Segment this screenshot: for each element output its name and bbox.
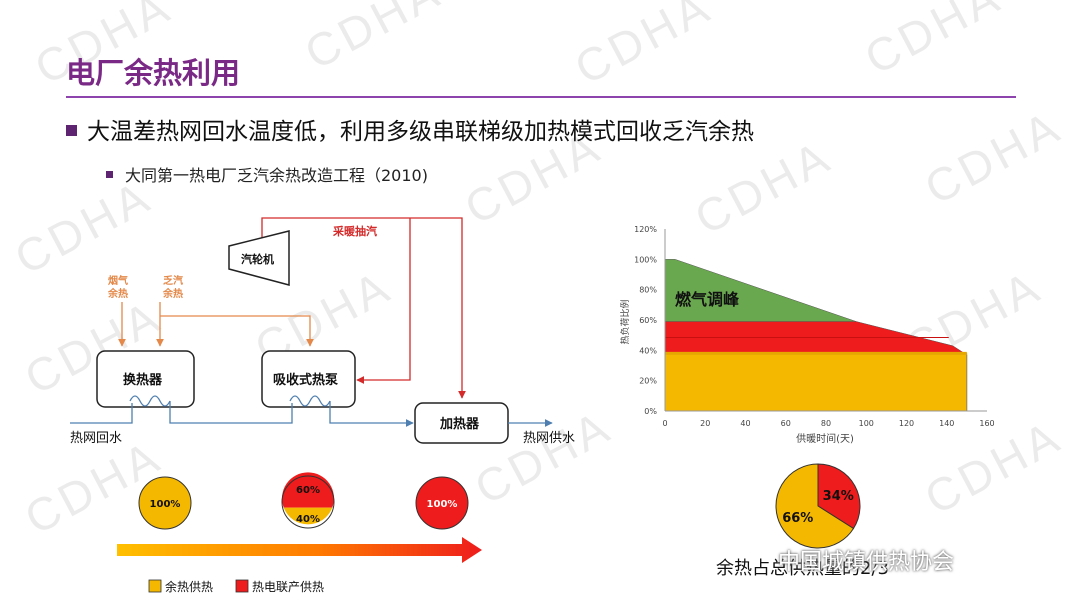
return-water-label: 热网回水	[70, 431, 122, 446]
pie-slice-label: 34%	[823, 489, 854, 504]
flue-gas-label-2: 余热	[107, 287, 128, 300]
area-waste-heat	[664, 353, 968, 412]
circle-waste-100	[138, 476, 192, 530]
x-tick-label: 140	[939, 419, 954, 428]
x-tick-label: 60	[781, 419, 791, 428]
exhaust-steam-label-1: 乏汽	[163, 274, 183, 287]
bullet-sub: 大同第一热电厂乏汽余热改造工程（2010)	[106, 162, 428, 186]
x-axis-label: 供暖时间(天)	[796, 432, 854, 445]
exhaust-steam-label-2: 余热	[162, 287, 183, 300]
gradient-arrow	[117, 537, 482, 563]
legend-waste-label: 余热供热	[165, 579, 213, 594]
exchanger-box	[96, 350, 195, 408]
water-line	[70, 395, 553, 427]
waste-heat-lines	[118, 302, 314, 347]
flue-gas-label-1: 烟气	[108, 274, 128, 287]
pie-slice	[775, 463, 855, 549]
x-tick-label: 80	[821, 419, 831, 428]
y-tick-label: 40%	[639, 346, 657, 355]
extraction-label: 采暖抽汽	[332, 224, 377, 238]
y-axis-label: 热负荷比例	[619, 299, 631, 344]
supply-water-label: 热网供水	[523, 431, 575, 446]
exchanger-label: 换热器	[123, 372, 163, 388]
legend-swatch-waste	[148, 579, 162, 593]
circle2-bottom-label: 40%	[296, 514, 320, 525]
turbine-shape	[228, 230, 290, 286]
bullet-square-icon	[106, 171, 113, 178]
chart-caption: 余热占总供热量的2/3	[716, 558, 889, 579]
legend-chp-label: 热电联产供热	[252, 580, 324, 594]
bullet-sub-text: 大同第一热电厂乏汽余热改造工程（2010)	[125, 166, 428, 185]
y-tick-label: 120%	[634, 225, 657, 234]
circle-chp-100	[415, 476, 469, 530]
legend-swatch-chp	[235, 579, 249, 593]
brand-watermark: 中国城镇供热协会	[778, 550, 955, 575]
x-tick-label: 100	[859, 419, 874, 428]
x-tick-label: 160	[979, 419, 994, 428]
x-tick-label: 120	[899, 419, 914, 428]
heater-label: 加热器	[439, 416, 480, 432]
title-divider	[66, 96, 1016, 98]
circle-mixed	[281, 472, 335, 529]
y-tick-label: 80%	[639, 286, 657, 295]
circle3-label: 100%	[427, 499, 458, 510]
bullet-main-text: 大温差热网回水温度低，利用多级串联梯级加热模式回收乏汽余热	[87, 119, 754, 145]
x-tick-label: 0	[662, 419, 667, 428]
x-tick-label: 20	[700, 419, 710, 428]
x-tick-label: 40	[740, 419, 750, 428]
absorption-pump-box	[261, 350, 356, 408]
y-tick-label: 0%	[644, 407, 657, 416]
page-title: 电厂余热利用	[66, 56, 241, 90]
y-tick-label: 60%	[639, 316, 657, 325]
turbine-label: 汽轮机	[241, 252, 274, 266]
bullet-square-icon	[66, 125, 77, 136]
annotation-gas-peak: 燃气调峰	[675, 290, 740, 309]
y-tick-label: 20%	[639, 377, 657, 386]
circle1-label: 100%	[150, 499, 181, 510]
absorption-pump-label: 吸收式热泵	[273, 372, 338, 388]
pie-slice-label: 66%	[782, 511, 813, 526]
bullet-main: 大温差热网回水温度低，利用多级串联梯级加热模式回收乏汽余热	[66, 112, 754, 146]
extraction-steam-lines	[261, 217, 466, 399]
circle2-top-label: 60%	[296, 485, 320, 496]
y-tick-label: 100%	[634, 255, 657, 264]
